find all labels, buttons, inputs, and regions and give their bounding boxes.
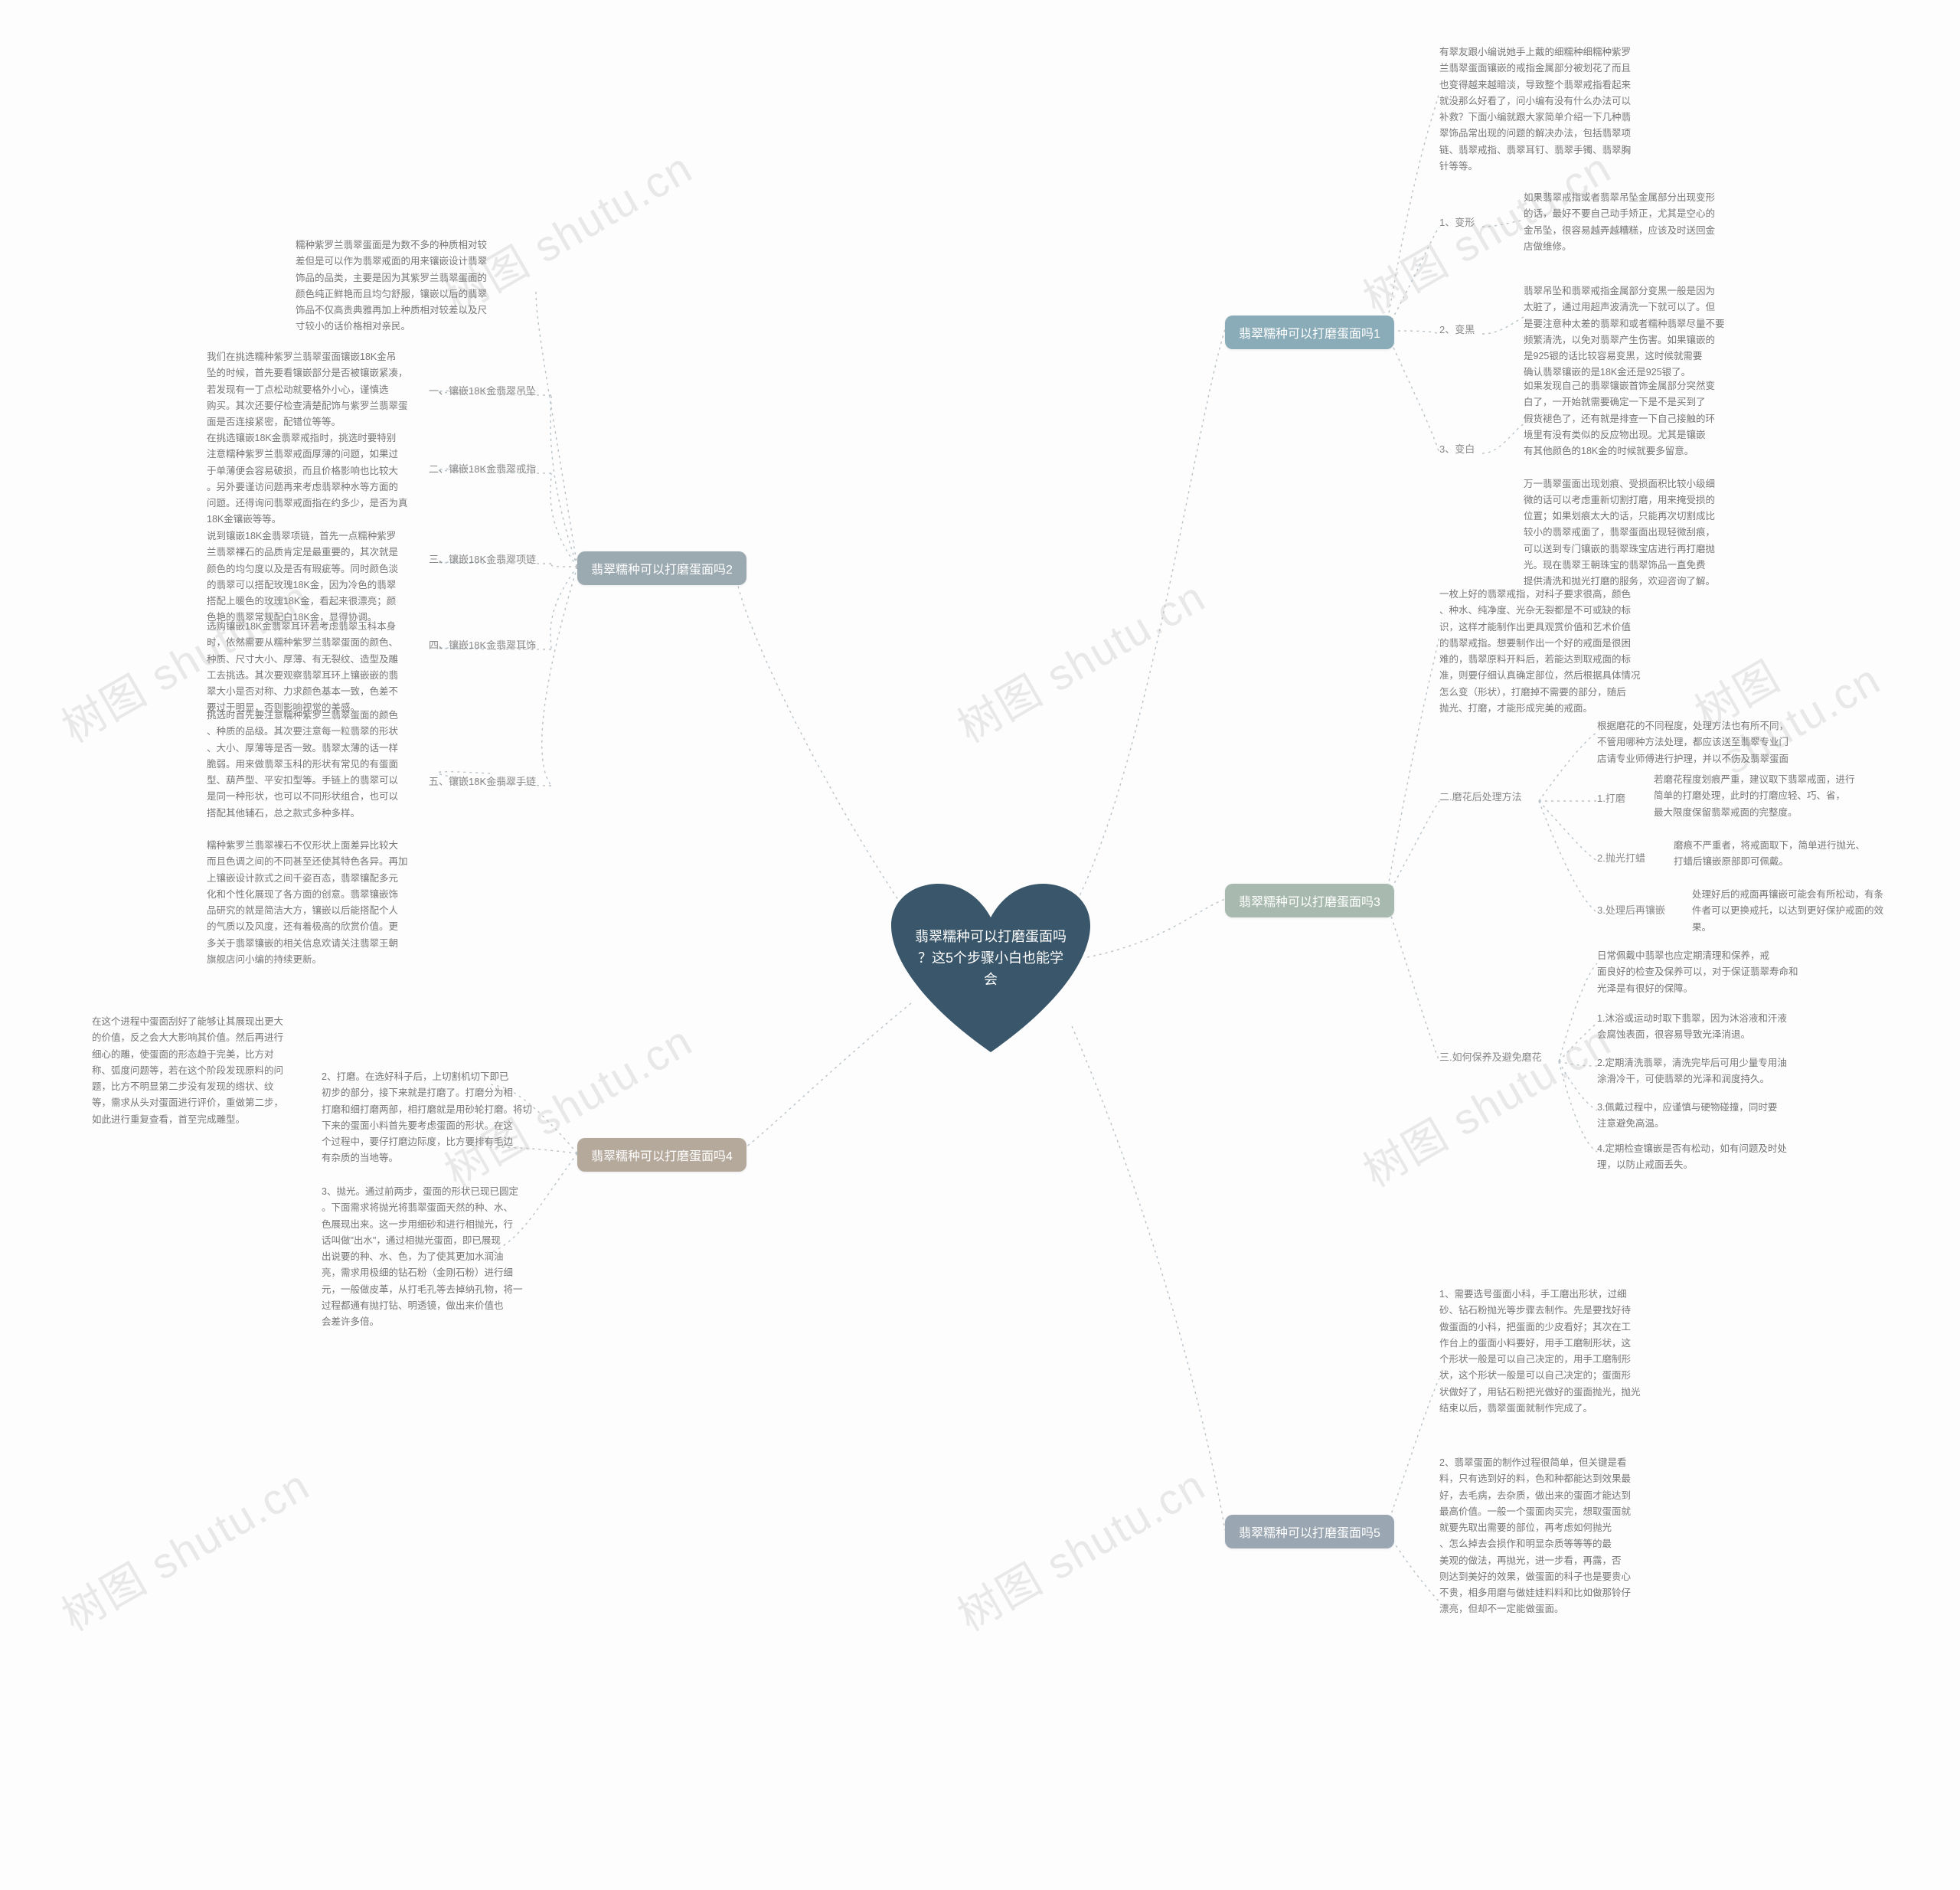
branch-1-intro: 有翠友跟小编说她手上戴的细糯种细糯种紫罗 兰翡翠蛋面镶嵌的戒指金属部分被划花了而… — [1439, 44, 1631, 175]
branch-1-leaf-3-body: 如果发现自己的翡翠镶嵌首饰金属部分突然变 白了，一开始就需要确定一下是不是买到了… — [1524, 378, 1715, 590]
branch-3-intro: 一枚上好的翡翠戒指，对科子要求很高，颜色 、种水、纯净度、光杂无裂都是不可或缺的… — [1439, 587, 1641, 717]
branch-1[interactable]: 翡翠糯种可以打磨蛋面吗1 — [1225, 316, 1394, 349]
branch-5-body-1: 1、需要选号蛋面小科，手工磨出形状，过细 砂、钻石粉抛光等步骤去制作。先是要找好… — [1439, 1287, 1641, 1417]
branch-3-sub-3: 3.处理后再镶嵌 — [1597, 902, 1665, 917]
branch-3-sub-0: 根据磨花的不同程度，处理方法也有所不同， 不管用哪种方法处理，都应该送至翡翠专业… — [1597, 718, 1788, 767]
branch-4-body-1: 在这个进程中蛋面刮好了能够让其展现出更大 的价值，反之会大大影响其价值。然后再进… — [92, 1014, 283, 1128]
branch-2-leaf-1: 一、镶嵌18K金翡翠吊坠 — [429, 383, 536, 397]
watermark: 树图 shutu.cn — [1351, 1007, 1621, 1199]
branch-3-sub2-3: 3.佩戴过程中，应谨慎与硬物碰撞，同时要 注意避免高温。 — [1597, 1100, 1777, 1133]
watermark: 树图 shutu.cn — [49, 1451, 319, 1643]
branch-3[interactable]: 翡翠糯种可以打磨蛋面吗3 — [1225, 884, 1394, 917]
branch-3-leaf-1: 二.磨花后处理方法 — [1439, 789, 1522, 803]
branch-1-leaf-2-body: 翡翠吊坠和翡翠戒指金属部分变黑一般是因为 太脏了，通过用超声波清洗一下就可以了。… — [1524, 283, 1725, 381]
branch-2-leaf-3-body: 说到镶嵌18K金翡翠项链，首先一点糯种紫罗 兰翡翠裸石的品质肯定是最重要的，其次… — [207, 528, 398, 626]
branch-1-leaf-2: 2、变黑 — [1439, 322, 1475, 336]
watermark: 树图 shutu.cn — [945, 1451, 1215, 1643]
branch-3-sub-1-body: 若磨花程度划痕严重，建议取下翡翠戒面，进行 简单的打磨处理，此时的打磨应轻、巧、… — [1654, 772, 1855, 821]
branch-3-leaf-2: 三.如何保养及避免磨花 — [1439, 1049, 1542, 1064]
branch-2-leaf-5-body: 挑选时首先要注意糯种紫罗兰翡翠蛋面的颜色 、种质的品级。其次要注意每一粒翡翠的形… — [207, 708, 408, 968]
branch-5-body-2: 2、翡翠蛋面的制作过程很简单，但关键是看 料，只有选到好的料，色和种都能达到效果… — [1439, 1455, 1631, 1618]
branch-2-leaf-4-body: 选购镶嵌18K金翡翠耳环若考虑翡翠玉科本身 时，依然需要从糯种紫罗兰翡翠蛋面的颜… — [207, 619, 398, 717]
branch-3-sub-2-body: 磨痕不严重者，将戒面取下，简单进行抛光、 打蜡后镶嵌原部即可佩戴。 — [1674, 838, 1865, 871]
branch-2-leaf-1-body: 我们在挑选糯种紫罗兰翡翠蛋面镶嵌18K金吊 坠的时候，首先要看镶嵌部分是否被镶嵌… — [207, 349, 408, 430]
branch-2[interactable]: 翡翠糯种可以打磨蛋面吗2 — [577, 551, 746, 585]
branch-2-leaf-5: 五、镶嵌18K金翡翠手链 — [429, 773, 536, 788]
branch-4[interactable]: 翡翠糯种可以打磨蛋面吗4 — [577, 1138, 746, 1172]
center-title: 翡翠糯种可以打磨蛋面吗 ？这5个步骤小白也能学会 — [891, 927, 1090, 991]
branch-2-leaf-2: 二、镶嵌18K金翡翠戒指 — [429, 461, 536, 476]
branch-1-leaf-1: 1、变形 — [1439, 214, 1475, 229]
branch-3-sub2-1: 1.沐浴或运动时取下翡翠，因为沐浴液和汗液 会腐蚀表面，很容易导致光泽消退。 — [1597, 1011, 1787, 1044]
branch-2-leaf-4: 四、镶嵌18K金翡翠耳饰 — [429, 637, 536, 652]
branch-3-sub2-0: 日常佩戴中翡翠也应定期清理和保养，戒 面良好的检查及保养可以，对于保证翡翠寿命和… — [1597, 948, 1798, 997]
branch-4-body-2: 2、打磨。在选好科子后，上切割机切下即已 初步的部分，接下来就是打磨了。打磨分为… — [322, 1069, 532, 1167]
branch-2-leaf-2-body: 在挑选镶嵌18K金翡翠戒指时，挑选时要特别 注意糯种紫罗兰翡翠戒面厚薄的问题，如… — [207, 430, 408, 528]
branch-3-sub2-2: 2.定期清洗翡翠，清洗完毕后可用少量专用油 涂滑冷干，可使翡翠的光泽和润度持久。 — [1597, 1055, 1787, 1088]
branch-5[interactable]: 翡翠糯种可以打磨蛋面吗5 — [1225, 1515, 1394, 1548]
branch-3-sub-2: 2.抛光打蜡 — [1597, 850, 1645, 865]
branch-3-sub-1: 1.打磨 — [1597, 790, 1625, 805]
branch-2-intro: 糯种紫罗兰翡翠蛋面是为数不多的种质相对较 差但是可以作为翡翠戒面的用来镶嵌设计翡… — [296, 237, 487, 335]
center-node: 翡翠糯种可以打磨蛋面吗 ？这5个步骤小白也能学会 — [891, 884, 1090, 1060]
branch-2-leaf-3: 三、镶嵌18K金翡翠项链 — [429, 551, 536, 566]
branch-4-body-3: 3、抛光。通过前两步，蛋面的形状已现已圆定 。下面需求将抛光将翡翠蛋面天然的种、… — [322, 1184, 523, 1330]
branch-1-leaf-3: 3、变白 — [1439, 441, 1475, 456]
branch-3-sub-3-body: 处理好后的戒面再镶嵌可能会有所松动，有条 件者可以更换戒托，以达到更好保护戒面的… — [1692, 887, 1883, 936]
watermark: 树图 shutu.cn — [945, 563, 1215, 755]
branch-3-sub2-4: 4.定期检查镶嵌是否有松动，如有问题及时处 理，以防止戒面丢失。 — [1597, 1141, 1787, 1174]
branch-1-leaf-1-body: 如果翡翠戒指或者翡翠吊坠金属部分出现变形 的话，最好不要自己动手矫正，尤其是空心… — [1524, 190, 1715, 255]
